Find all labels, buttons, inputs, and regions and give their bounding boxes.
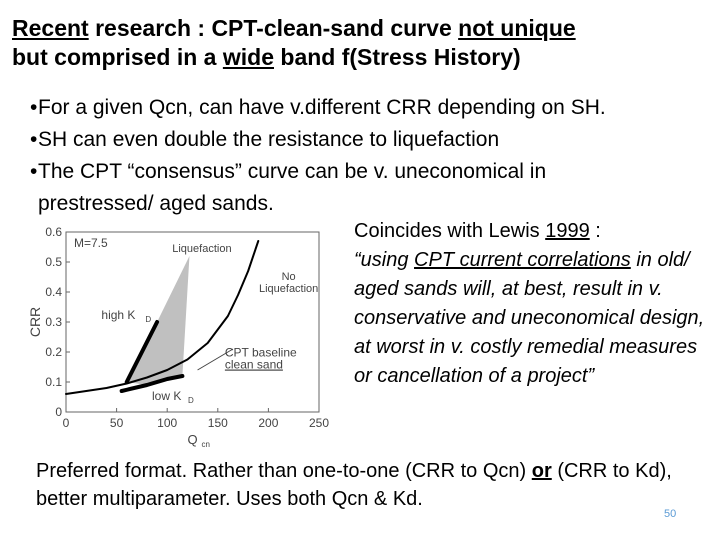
bullet-list: • For a given Qcn, can have v.different C… — [30, 92, 710, 220]
x-axis-label: Q — [187, 432, 197, 447]
bullet-glyph: • — [30, 96, 38, 119]
bullet-item: • For a given Qcn, can have v.different C… — [30, 92, 710, 124]
x-tick-label: 0 — [63, 416, 70, 430]
footer-note: Preferred format. Rather than one-to-one… — [36, 457, 716, 513]
baseline-pointer — [197, 348, 234, 371]
title-line-1: Recent research : CPT-clean-sand curve n… — [12, 14, 712, 43]
lewis-quote: Coincides with Lewis 1999 : “using CPT c… — [354, 217, 714, 391]
x-tick-label: 100 — [157, 416, 177, 430]
baseline-label-1: CPT baseline — [225, 346, 297, 360]
no-liquefaction-label-1: No — [282, 271, 296, 283]
bullet-item: • The CPT “consensus” curve can be v. une… — [30, 156, 710, 220]
x-tick-label: 150 — [208, 416, 228, 430]
title-not-unique: not unique — [458, 15, 576, 41]
footer-part-1: Preferred format. Rather than one-to-one… — [36, 460, 532, 482]
quote-rest: in old/ aged sands will, at best, result… — [354, 249, 705, 387]
x-tick-label: 50 — [110, 416, 124, 430]
plot-frame — [65, 231, 320, 413]
low-kd-label: low K — [152, 389, 181, 403]
quote-lead: Coincides with Lewis — [354, 220, 546, 242]
x-axis-subscript: cn — [202, 440, 210, 449]
bullet-glyph: • — [30, 128, 38, 151]
bullet-text: SH can even double the resistance to liq… — [38, 128, 500, 151]
bullet-text: The CPT “consensus” curve can be v. unec… — [38, 160, 547, 215]
x-tick-label: 250 — [309, 416, 329, 430]
title-wide: wide — [222, 44, 274, 70]
slide-title: Recent research : CPT-clean-sand curve n… — [12, 14, 712, 72]
magnitude-label: M=7.5 — [74, 236, 108, 250]
high-kd-curve — [124, 320, 160, 384]
y-tick-label: 0.6 — [45, 225, 62, 239]
y-tick-label: 0.4 — [45, 285, 62, 299]
bullet-item: • SH can even double the resistance to li… — [30, 124, 710, 156]
title-text-1: research : CPT-clean-sand curve — [88, 15, 459, 41]
no-liquefaction-label-2: Liquefaction — [259, 283, 318, 295]
high-kd-label: high K — [101, 308, 135, 322]
title-text-3: band f(Stress History) — [274, 44, 521, 70]
y-tick-label: 0.1 — [45, 375, 62, 389]
quote-underlined: CPT current correlations — [414, 249, 631, 271]
quote-open: “using — [354, 249, 415, 271]
high-kd-subscript: D — [145, 315, 151, 324]
crr-qcn-chart: 0 0.1 0.2 0.3 0.4 0.5 0.6 0 50 100 150 200 250 M=7.5… — [28, 225, 329, 449]
chart-axes — [65, 231, 320, 413]
y-tick-label: 0.3 — [45, 315, 62, 329]
bullet-glyph: • — [30, 160, 38, 183]
chart-lines — [65, 240, 260, 395]
chart-ticks: 0 0.1 0.2 0.3 0.4 0.5 0.6 0 50 100 150 200 250 — [45, 225, 329, 430]
quote-colon: : — [589, 220, 601, 242]
baseline-curve — [65, 240, 260, 395]
x-tick-label: 200 — [258, 416, 278, 430]
quote-year: 1999 — [545, 220, 590, 242]
liquefaction-label: Liquefaction — [172, 243, 231, 255]
footer-or: or — [531, 460, 552, 482]
footer-part-2: (CRR to Kd), better multiparameter. Uses… — [36, 460, 672, 510]
title-line-2: but comprised in a wide band f(Stress Hi… — [12, 43, 712, 72]
bullet-text: For a given Qcn, can have v.different CR… — [38, 96, 606, 119]
y-axis-label: CRR — [28, 307, 43, 337]
low-kd-subscript: D — [188, 396, 194, 405]
title-text-2: but comprised in a — [12, 44, 223, 70]
y-tick-label: 0.2 — [45, 345, 62, 359]
page-number: 50 — [664, 508, 677, 520]
y-tick-label: 0 — [55, 405, 62, 419]
low-kd-curve — [119, 374, 185, 393]
y-tick-label: 0.5 — [45, 255, 62, 269]
baseline-label-2: clean sand — [225, 358, 283, 372]
title-recent: Recent — [12, 15, 89, 41]
